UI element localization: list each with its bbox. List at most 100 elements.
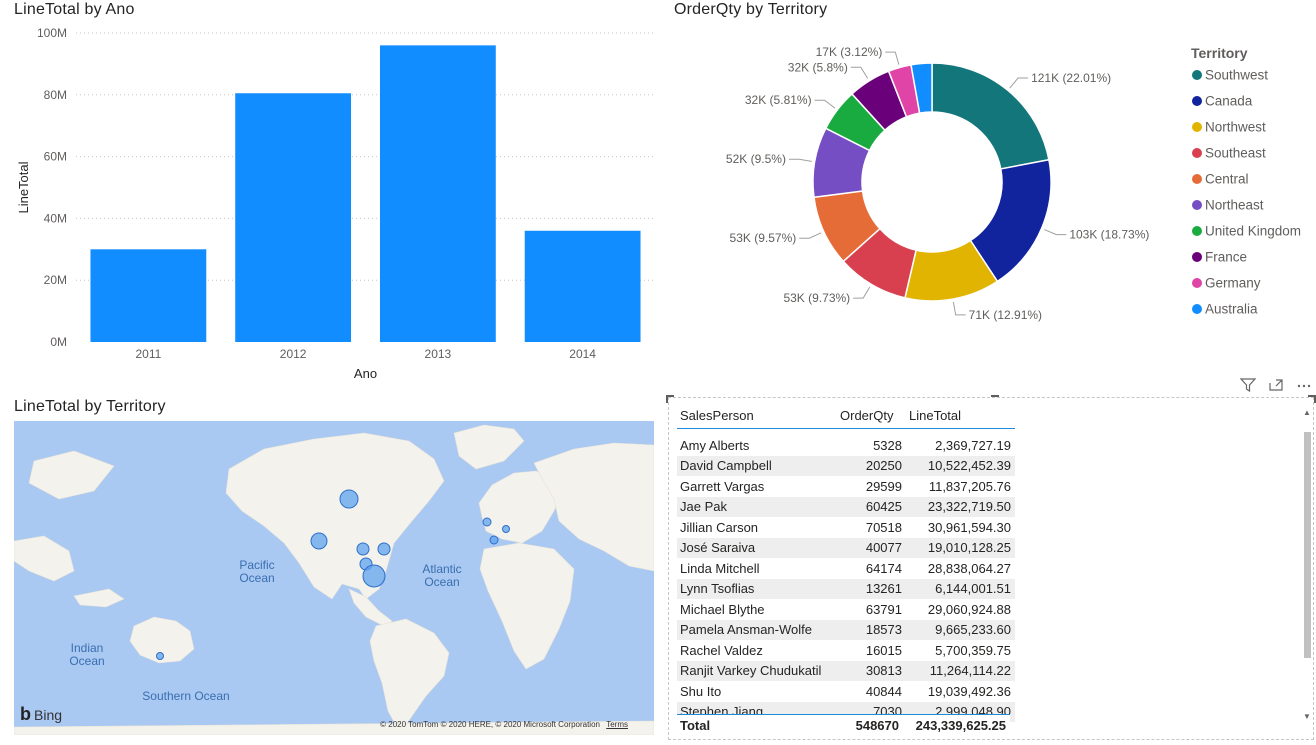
x-tick-label: 2012 (280, 347, 307, 361)
cell-salesperson: Pamela Ansman-Wolfe (677, 619, 837, 640)
table-row[interactable]: Amy Alberts 5328 2,369,727.19 (677, 429, 1015, 456)
data-label: 17K (3.12%) (816, 45, 883, 59)
leader-line (885, 51, 900, 65)
ocean-label-indian-2: Ocean (69, 654, 104, 668)
cell-linetotal: 11,264,114.22 (906, 660, 1015, 681)
column-header-orderqty[interactable]: OrderQty (837, 402, 906, 429)
bar-2011[interactable] (90, 249, 207, 342)
scroll-up-icon[interactable]: ▲ (1303, 408, 1311, 417)
map-copyright-text: © 2020 TomTom © 2020 HERE, © 2020 Micros… (380, 720, 600, 729)
legend-item[interactable]: Northwest (1205, 120, 1266, 135)
legend-item[interactable]: Central (1205, 172, 1249, 187)
table-row[interactable]: Linda Mitchell 64174 28,838,064.27 (677, 558, 1015, 579)
y-tick-label: 100M (37, 26, 67, 40)
data-label: 53K (9.73%) (783, 291, 850, 305)
cell-orderqty: 40844 (865, 683, 902, 699)
cell-linetotal: 2,369,727.19 (935, 437, 1011, 453)
slice-southwest[interactable] (931, 62, 1050, 170)
data-label: 32K (5.81%) (745, 93, 812, 107)
legend-item[interactable]: Southwest (1205, 68, 1268, 83)
y-tick-label: 80M (44, 88, 67, 102)
table-total-row: Total 548670 243,339,625.25 (677, 714, 1010, 735)
cell-orderqty: 70518 (865, 519, 902, 535)
cell-salesperson: Jae Pak (677, 496, 837, 517)
data-label: 103K (18.73%) (1069, 228, 1149, 242)
total-label: Total (680, 717, 711, 733)
cell-linetotal: 29,060,924.88 (927, 601, 1011, 617)
table-row[interactable]: Lynn Tsoflias 13261 6,144,001.51 (677, 578, 1015, 599)
table-row[interactable]: Rachel Valdez 16015 5,700,359.75 (677, 640, 1015, 661)
ocean-label-indian-1: Indian (71, 641, 104, 655)
bar-chart[interactable]: 0M 20M 40M 60M 80M 100M 2011 2012 2013 2014 Ano Lin… (0, 20, 660, 385)
table-row[interactable]: David Campbell 20250 10,522,452.39 (677, 455, 1015, 476)
column-header-linetotal[interactable]: LineTotal (906, 402, 1015, 429)
table-scrollbar[interactable]: ▲ ▼ (1302, 408, 1313, 721)
legend-item[interactable]: Southeast (1205, 146, 1266, 161)
salesperson-table[interactable]: SalesPerson OrderQty LineTotal Amy Alber… (666, 395, 1316, 740)
cell-orderqty: 5328 (873, 437, 902, 453)
map-bubble-united-kingdom (482, 517, 492, 527)
legend-item[interactable]: Australia (1205, 302, 1258, 317)
table-row[interactable]: Michael Blythe 63791 29,060,924.88 (677, 599, 1015, 620)
table-row[interactable]: Ranjit Varkey Chudukatil 30813 11,264,114.… (677, 660, 1015, 681)
ocean-label-atlantic-2: Ocean (424, 575, 459, 589)
x-tick-label: 2011 (135, 347, 161, 361)
legend-item[interactable]: France (1205, 250, 1247, 265)
resize-handle-top-left[interactable] (666, 395, 674, 403)
cell-salesperson: Garrett Vargas (680, 478, 765, 494)
cell-orderqty: 18573 (837, 619, 906, 640)
legend-marker (1192, 70, 1202, 80)
table-row[interactable]: Jae Pak 60425 23,322,719.50 (677, 496, 1015, 517)
table-row[interactable]: José Saraiva 40077 19,010,128.25 (677, 537, 1015, 558)
cell-linetotal: 5,700,359.75 (935, 642, 1011, 658)
bar-2012[interactable] (235, 93, 352, 342)
ocean-label-pacific-2: Ocean (239, 571, 274, 585)
donut-chart[interactable]: 121K (22.01%) 103K (18.73%) 71K (12.91%) 53… (668, 20, 1316, 350)
legend-marker (1192, 174, 1202, 184)
cell-salesperson: David Campbell (677, 455, 837, 476)
visual-header-toolbar (1239, 378, 1312, 395)
resize-handle-top[interactable] (991, 395, 999, 397)
cell-orderqty: 20250 (837, 455, 906, 476)
total-linetotal: 243,339,625.25 (915, 717, 1006, 733)
legend-item[interactable]: Canada (1205, 94, 1253, 109)
resize-handle-top-right[interactable] (1308, 395, 1316, 403)
x-tick-label: 2014 (569, 347, 596, 361)
map-bubble-canada (339, 489, 359, 509)
cell-linetotal: 10,522,452.39 (906, 455, 1015, 476)
table-row[interactable]: Garrett Vargas 29599 11,837,205.76 (677, 476, 1015, 497)
cell-orderqty: 63791 (865, 601, 902, 617)
leader-line (814, 99, 836, 109)
cell-linetotal: 9,665,233.60 (906, 619, 1015, 640)
cell-linetotal: 30,961,594.30 (927, 519, 1011, 535)
scroll-thumb[interactable] (1304, 432, 1311, 658)
map-terms-link[interactable]: Terms (606, 720, 628, 729)
data-label: 32K (5.8%) (788, 60, 848, 74)
leader-line (1044, 229, 1067, 236)
column-header-salesperson[interactable]: SalesPerson (677, 402, 837, 429)
cell-salesperson: Michael Blythe (680, 601, 765, 617)
more-options-icon[interactable] (1296, 378, 1312, 395)
focus-mode-icon[interactable] (1268, 378, 1284, 395)
table-row[interactable]: Jillian Carson 70518 30,961,594.30 (677, 517, 1015, 538)
cell-orderqty: 13261 (837, 578, 906, 599)
map-visual[interactable]: Pacific Ocean Atlantic Ocean Indian Ocea… (14, 421, 654, 735)
filter-icon[interactable] (1239, 378, 1257, 395)
table-row[interactable]: Shu Ito 40844 19,039,492.36 (677, 681, 1015, 702)
cell-orderqty: 29599 (865, 478, 902, 494)
legend-item[interactable]: United Kingdom (1205, 224, 1301, 239)
bar-chart-title: LineTotal by Ano (14, 1, 135, 18)
cell-salesperson: Linda Mitchell (680, 560, 760, 576)
scroll-down-icon[interactable]: ▼ (1303, 712, 1311, 721)
data-grid: SalesPerson OrderQty LineTotal Amy Alber… (677, 402, 1015, 722)
legend-marker (1192, 96, 1202, 106)
slice-australia[interactable] (910, 62, 933, 114)
bar-2013[interactable] (379, 45, 496, 343)
bar-2014[interactable] (524, 230, 641, 342)
leader-line (788, 158, 812, 162)
y-axis-title: LineTotal (16, 161, 31, 213)
legend-item[interactable]: Germany (1205, 276, 1261, 291)
table-row[interactable]: Pamela Ansman-Wolfe 18573 9,665,233.60 (677, 619, 1015, 640)
cell-linetotal: 23,322,719.50 (906, 496, 1015, 517)
legend-item[interactable]: Northeast (1205, 198, 1264, 213)
